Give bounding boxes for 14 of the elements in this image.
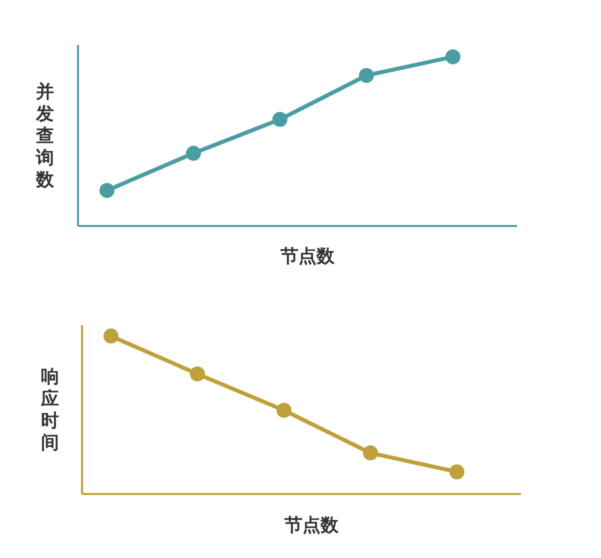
- point: [190, 366, 205, 382]
- point: [103, 328, 118, 344]
- point: [272, 112, 288, 127]
- point: [445, 49, 460, 64]
- y-axis-title: 响应时间: [40, 366, 59, 454]
- x-axis-title: 节点数: [284, 515, 340, 536]
- point: [276, 402, 292, 418]
- x-axis-title: 节点数: [280, 246, 336, 267]
- point: [358, 68, 374, 83]
- point: [449, 464, 464, 480]
- point: [99, 182, 114, 198]
- y-axis-title: 并发查询数: [35, 82, 55, 190]
- point: [186, 146, 201, 161]
- point: [362, 445, 378, 460]
